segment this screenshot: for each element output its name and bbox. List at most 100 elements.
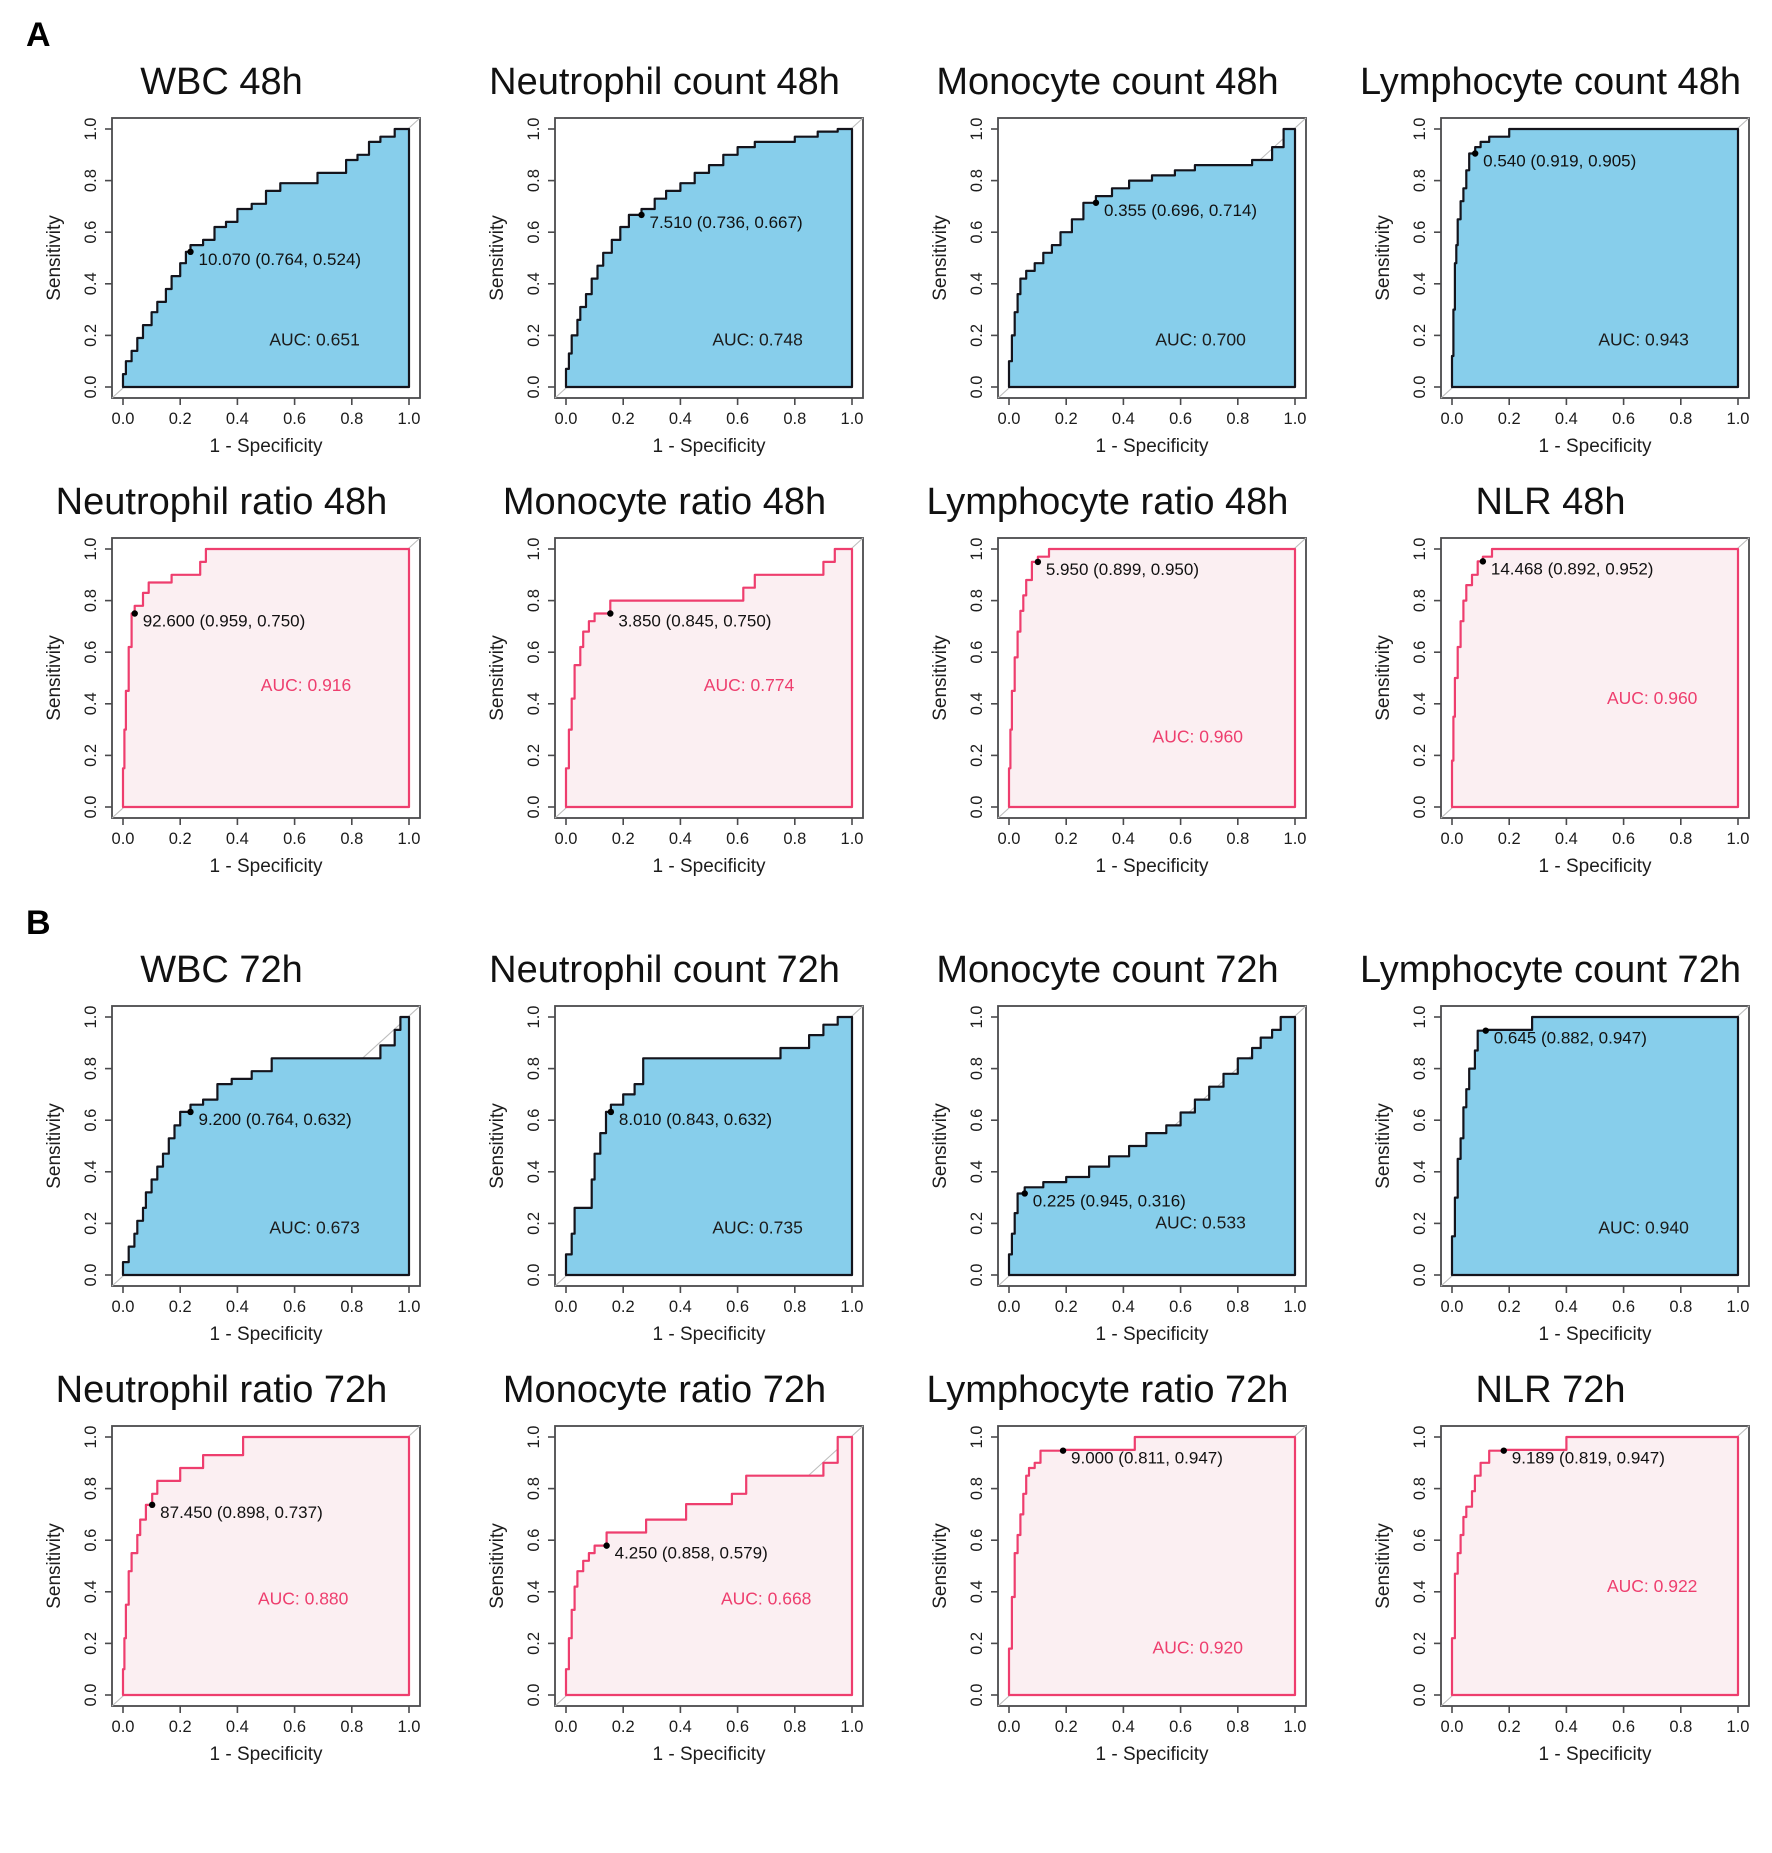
chart-title: Monocyte ratio 48h: [502, 481, 827, 523]
y-axis-title: Sensitivity: [487, 635, 508, 721]
y-tick-label: 0.2: [968, 1632, 986, 1655]
roc-curve-area: [564, 1015, 854, 1277]
chart-title: Neutrophil count 48h: [489, 61, 840, 103]
y-tick-label: 1.0: [968, 1006, 986, 1029]
y-tick-label: 0.4: [1411, 1160, 1429, 1183]
y-tick-label: 0.6: [82, 1529, 100, 1552]
x-tick-label: 0.8: [340, 1718, 363, 1736]
y-tick-label: 0.2: [1411, 744, 1429, 767]
cutoff-label: 9.000 (0.811, 0.947): [1071, 1449, 1223, 1468]
roc-chart-monocyte-count-72h: Monocyte count 72h 0.0 0.0 0.2 0.2 0.4 0.4 0.6 0…: [886, 942, 1329, 1362]
y-tick-label: 0.2: [1411, 1632, 1429, 1655]
cutoff-point: [131, 610, 138, 617]
x-tick-label: 0.6: [1169, 1298, 1192, 1316]
y-tick-label: 1.0: [82, 1006, 100, 1029]
y-tick-label: 0.0: [82, 796, 100, 819]
cutoff-point: [187, 248, 194, 256]
cutoff-label: 14.468 (0.892, 0.952): [1491, 559, 1654, 578]
y-tick-label: 0.8: [525, 1057, 543, 1080]
auc-label: AUC: 0.943: [1598, 330, 1688, 350]
x-tick-label: 0.4: [1112, 1718, 1135, 1736]
y-axis-title: Sensitivity: [930, 215, 951, 301]
y-tick-label: 0.4: [525, 1580, 543, 1603]
x-tick-label: 0.2: [169, 1298, 192, 1316]
chart-title: Monocyte count 72h: [936, 949, 1279, 991]
x-tick-label: 0.4: [226, 1718, 249, 1736]
y-tick-label: 1.0: [525, 118, 543, 141]
y-tick-label: 0.4: [1411, 1580, 1429, 1603]
x-tick-label: 0.2: [1055, 1298, 1078, 1316]
y-tick-label: 0.4: [82, 272, 100, 295]
roc-curve-area: [1007, 1015, 1297, 1277]
x-tick-label: 0.8: [1226, 410, 1249, 428]
cutoff-point: [1482, 1027, 1489, 1034]
auc-label: AUC: 0.533: [1155, 1213, 1245, 1233]
roc-plot-monocyte-count-48h: 0.0 0.0 0.2 0.2 0.4 0.4 0.6 0.6 0.8 0.8 1.0 1.0 1 - …: [930, 117, 1307, 457]
roc-chart-lymphocyte-ratio-48h: Lymphocyte ratio 48h 0.0 0.0 0.2 0.2 0.4 0.4 0.…: [886, 474, 1329, 894]
roc-curve-area: [1450, 547, 1740, 809]
x-tick-label: 1.0: [1284, 410, 1307, 428]
y-tick-label: 0.0: [82, 1684, 100, 1707]
roc-chart-wbc-48h: WBC 48h 0.0 0.0 0.2 0.2 0.4 0.4 0.6 0.6 0.8 0.8 1.0…: [0, 54, 443, 474]
roc-plot-neutrophil-ratio-48h: 0.0 0.0 0.2 0.2 0.4 0.4 0.6 0.6 0.8 0.8 1.0 1.0 1 - …: [44, 537, 421, 877]
y-tick-label: 0.2: [525, 324, 543, 347]
x-axis-title: 1 - Specificity: [1096, 1324, 1209, 1345]
roc-plot-monocyte-count-72h: 0.0 0.0 0.2 0.2 0.4 0.4 0.6 0.6 0.8 0.8 1.0 1.0 1 - …: [930, 1005, 1307, 1345]
y-tick-label: 0.6: [968, 221, 986, 244]
y-tick-label: 0.6: [82, 641, 100, 664]
cutoff-point: [187, 1108, 194, 1116]
x-tick-label: 0.2: [612, 830, 635, 848]
x-tick-label: 0.6: [1612, 1718, 1635, 1736]
roc-plot-monocyte-ratio-72h: 0.0 0.0 0.2 0.2 0.4 0.4 0.6 0.6 0.8 0.8 1.0 1.0 1 - …: [487, 1425, 864, 1765]
y-tick-label: 0.6: [1411, 1529, 1429, 1552]
x-axis-title: 1 - Specificity: [210, 1744, 323, 1765]
auc-label: AUC: 0.748: [712, 330, 802, 350]
x-tick-label: 0.0: [1441, 1718, 1464, 1736]
y-tick-label: 0.4: [968, 1580, 986, 1603]
y-tick-label: 0.2: [82, 1632, 100, 1655]
y-tick-label: 0.0: [968, 1684, 986, 1707]
y-tick-label: 0.8: [968, 589, 986, 612]
y-tick-label: 0.8: [1411, 169, 1429, 192]
y-tick-label: 1.0: [525, 538, 543, 561]
x-tick-label: 1.0: [1284, 830, 1307, 848]
y-tick-label: 0.6: [1411, 641, 1429, 664]
y-tick-label: 1.0: [1411, 118, 1429, 141]
cutoff-point: [607, 1108, 615, 1116]
y-tick-label: 0.4: [525, 1160, 543, 1183]
roc-plot-lymphocyte-count-48h: 0.0 0.0 0.2 0.2 0.4 0.4 0.6 0.6 0.8 0.8 1.0 1.0 1 - …: [1373, 117, 1750, 457]
x-tick-label: 0.4: [669, 830, 692, 848]
x-axis-title: 1 - Specificity: [653, 1324, 766, 1345]
y-axis-title: Sensitivity: [1373, 635, 1394, 721]
roc-plot-nlr-48h: 0.0 0.0 0.2 0.2 0.4 0.4 0.6 0.6 0.8 0.8 1.0 1.0 1 - …: [1373, 537, 1750, 877]
y-tick-label: 0.8: [525, 1477, 543, 1500]
x-tick-label: 0.2: [1498, 410, 1521, 428]
y-tick-label: 0.2: [82, 744, 100, 767]
auc-label: AUC: 0.700: [1155, 330, 1246, 350]
x-tick-label: 0.4: [226, 410, 249, 428]
x-tick-label: 0.8: [1669, 410, 1692, 428]
x-tick-label: 0.4: [226, 1298, 249, 1316]
x-tick-label: 0.0: [998, 1718, 1021, 1736]
cutoff-label: 7.510 (0.736, 0.667): [650, 213, 803, 232]
cutoff-label: 4.250 (0.858, 0.579): [615, 1544, 768, 1563]
roc-curve-area: [1450, 1435, 1740, 1697]
y-tick-label: 0.0: [525, 376, 543, 399]
y-tick-label: 0.4: [525, 272, 543, 295]
auc-label: AUC: 0.735: [712, 1218, 802, 1238]
roc-plot-neutrophil-ratio-72h: 0.0 0.0 0.2 0.2 0.4 0.4 0.6 0.6 0.8 0.8 1.0 1.0 1 - …: [44, 1425, 421, 1765]
x-tick-label: 0.0: [555, 1298, 578, 1316]
cutoff-label: 9.200 (0.764, 0.632): [198, 1110, 351, 1129]
y-axis-title: Sensitivity: [1373, 215, 1394, 301]
x-tick-label: 0.2: [169, 1718, 192, 1736]
x-tick-label: 0.4: [1555, 1718, 1578, 1736]
roc-chart-nlr-48h: NLR 48h 0.0 0.0 0.2 0.2 0.4 0.4 0.6 0.6 0.8 0.8 1.0…: [1329, 474, 1772, 894]
auc-label: AUC: 0.880: [258, 1589, 349, 1609]
x-axis-title: 1 - Specificity: [210, 436, 323, 457]
y-tick-label: 0.4: [1411, 272, 1429, 295]
roc-plot-wbc-48h: 0.0 0.0 0.2 0.2 0.4 0.4 0.6 0.6 0.8 0.8 1.0 1.0 1 - …: [44, 117, 421, 457]
y-tick-label: 0.8: [1411, 1477, 1429, 1500]
auc-label: AUC: 0.920: [1153, 1638, 1244, 1658]
roc-plot-wbc-72h: 0.0 0.0 0.2 0.2 0.4 0.4 0.6 0.6 0.8 0.8 1.0 1.0 1 - …: [44, 1005, 421, 1345]
y-axis-title: Sensitivity: [44, 215, 65, 301]
